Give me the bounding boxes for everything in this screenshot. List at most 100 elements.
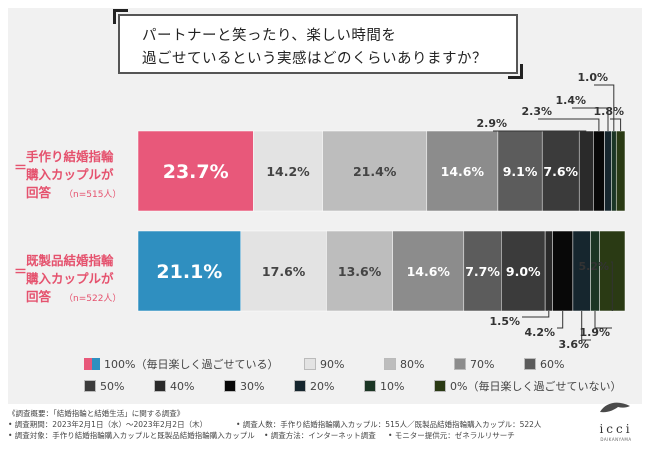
data-label: 2.3%: [521, 105, 552, 118]
brand-logo: icci DAIKANYAMA: [592, 396, 640, 446]
data-label: 2.9%: [476, 117, 507, 130]
legend-swatch: [92, 358, 100, 370]
callout-line: [538, 118, 600, 131]
group-name-line1: 手作り結婚指輪: [26, 149, 114, 164]
legend-item: 30%: [224, 378, 264, 394]
legend-label: 100%（毎日楽しく過ごせている）: [104, 358, 279, 371]
legend-label: 20%: [310, 379, 335, 393]
legend-item: 100%（毎日楽しく過ごせている）: [84, 356, 278, 372]
legend-swatch: [304, 358, 316, 370]
footer-title: 《調査概要：「結婚指輪と結婚生活」に関する調査》: [8, 409, 185, 418]
legend-swatch: [364, 380, 376, 392]
bar-segment: [604, 130, 612, 212]
data-label: 1.0%: [577, 71, 608, 84]
legend-label: 90%: [320, 357, 345, 371]
legend-swatch: [524, 358, 536, 370]
legend-swatch: [434, 380, 446, 392]
data-label: 13.6%: [338, 264, 382, 279]
footer-period: • 調査期間：2023年2月1日（水）～2023年2月2日（木）: [8, 420, 208, 429]
data-label: 21.4%: [353, 164, 397, 179]
data-label: 7.6%: [543, 164, 578, 179]
bar-segment: [463, 230, 502, 312]
data-label: 14.6%: [407, 264, 451, 279]
data-label: 14.2%: [266, 164, 310, 179]
bar-segment: [497, 130, 543, 212]
question-line-1: パートナーと笑ったり、楽しい時間を: [142, 28, 397, 44]
data-label: 5.2%: [578, 260, 609, 273]
question-box: パートナーと笑ったり、楽しい時間を 過ごせているという実感はどのくらいありますか…: [113, 9, 523, 79]
legend-item: 80%: [384, 356, 424, 372]
legend-item: 70%: [454, 356, 494, 372]
legend-label: 10%: [380, 379, 405, 393]
footer-provider: • モニター提供元：ゼネラルリサーチ: [388, 431, 515, 440]
logo-subtext: DAIKANYAMA: [600, 437, 632, 442]
data-label: 7.7%: [465, 264, 500, 279]
sample-size: （n=515人）: [64, 190, 122, 200]
legend-label: 0%（毎日楽しく過ごせていない）: [450, 380, 622, 393]
bar-segment: [426, 130, 499, 212]
bar-segment: [544, 230, 553, 312]
group-name-line2: 購入カップルが: [26, 167, 114, 182]
legend-item: 40%: [154, 378, 194, 394]
bar-segment: [240, 230, 327, 312]
data-label: 14.6%: [441, 164, 485, 179]
legend-item: 0%（毎日楽しく過ごせていない）: [434, 378, 621, 394]
legend-swatch: [224, 380, 236, 392]
callout-line: [610, 118, 622, 131]
data-label: 3.6%: [558, 338, 589, 351]
bar-segment: [137, 130, 254, 212]
legend-label: 40%: [170, 379, 195, 393]
data-label: 4.2%: [524, 326, 555, 339]
legend: 100%（毎日楽しく過ごせている） 90% 80% 70% 60% 50% 40% 30% 20…: [84, 356, 621, 400]
callout-line: [557, 311, 564, 329]
logo-text: icci: [599, 422, 633, 436]
group-name-line1: 既製品結婚指輪: [26, 253, 114, 268]
legend-label: 30%: [240, 379, 265, 393]
data-label: 21.1%: [156, 261, 222, 283]
callout-line: [522, 311, 550, 318]
bar-segment: [137, 230, 242, 312]
legend-swatch: [84, 380, 96, 392]
footer-method: • 調査方法：インターネット調査: [264, 431, 376, 440]
data-label: 1.9%: [579, 326, 610, 339]
logo-mark-icon: [600, 402, 630, 413]
footer-respondents: • 調査人数：手作り結婚指輪購入カップル：515人／既製品結婚指輪購入カップル：…: [236, 420, 542, 429]
data-label: 1.4%: [555, 94, 586, 107]
callout-line: [611, 261, 613, 311]
callout-line: [594, 84, 615, 131]
group-name-line2: 購入カップルが: [26, 271, 114, 286]
legend-label: 70%: [470, 357, 495, 371]
bar-segment: [322, 130, 428, 212]
footer-target: • 調査対象：手作り結婚指輪購入カップルと既製品結婚指輪購入カップル: [8, 431, 255, 440]
legend-item: 60%: [524, 356, 564, 372]
legend-swatch: [454, 358, 466, 370]
group-name-line3: 回答: [26, 289, 52, 304]
legend-label: 60%: [540, 357, 565, 371]
bar-segment: [578, 130, 594, 212]
legend-label: 50%: [100, 379, 125, 393]
sample-size: （n=522人）: [64, 294, 122, 304]
data-label: 9.0%: [506, 264, 541, 279]
equals-mark: ＝: [14, 265, 28, 280]
callout-line: [581, 311, 591, 341]
data-label: 9.1%: [503, 164, 538, 179]
bar-segment: [501, 230, 546, 312]
legend-item: 10%: [364, 378, 404, 394]
data-label: 1.8%: [593, 105, 624, 118]
bar-segment: [593, 130, 605, 212]
bar-segment: [611, 130, 617, 212]
bar-segment: [253, 130, 323, 212]
callout-line: [594, 311, 612, 329]
bar-segment: [541, 130, 580, 212]
callout-line: [572, 107, 609, 131]
legend-item: 20%: [294, 378, 334, 394]
bar-segment: [615, 130, 626, 212]
data-label: 17.6%: [262, 264, 306, 279]
legend-swatch: [154, 380, 166, 392]
data-label: 23.7%: [163, 161, 229, 183]
bar-segment: [392, 230, 465, 312]
bar-segment: [552, 230, 574, 312]
legend-item: 90%: [304, 356, 344, 372]
legend-swatch: [294, 380, 306, 392]
